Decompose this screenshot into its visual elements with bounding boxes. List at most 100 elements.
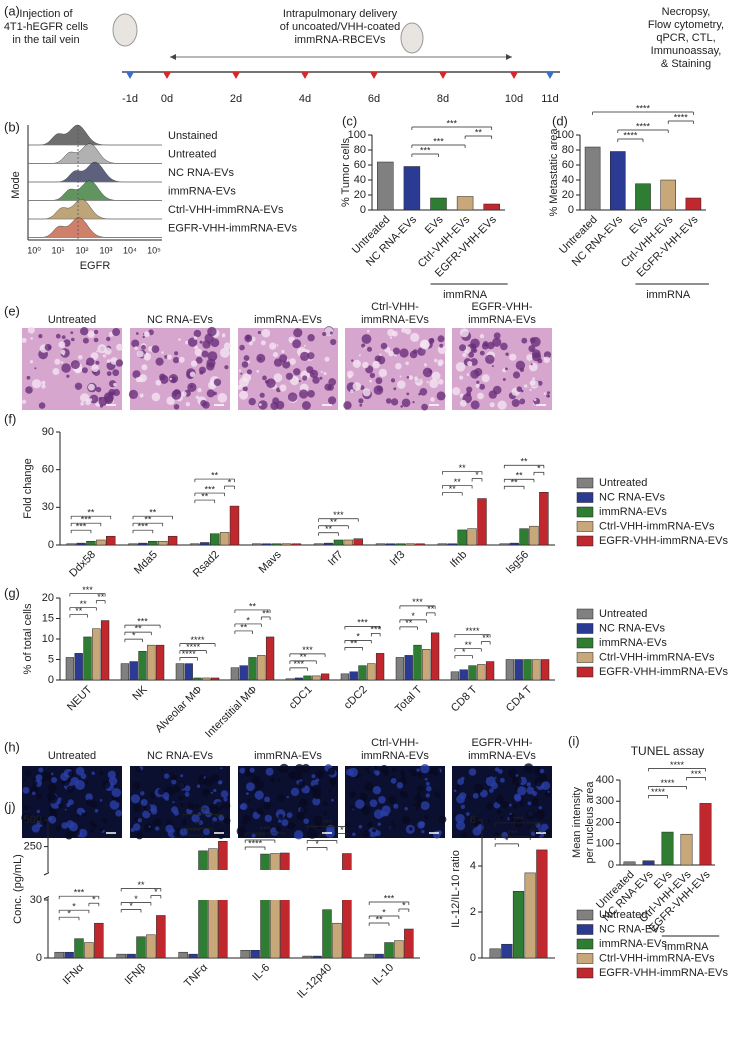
tissue-texture	[436, 391, 446, 401]
timeline-day: 10d	[505, 93, 523, 105]
tissue-texture	[241, 361, 249, 368]
tissue-texture	[395, 362, 402, 370]
tissue-texture	[276, 794, 285, 802]
timeline-day: -1d	[122, 93, 138, 105]
tissue-texture	[293, 830, 304, 840]
tissue-texture	[499, 815, 504, 820]
tissue-texture	[379, 353, 382, 356]
tissue-texture	[238, 369, 242, 372]
tissue-texture	[410, 770, 418, 777]
tissue-texture	[239, 390, 249, 400]
tissue-texture	[78, 828, 88, 838]
bar	[230, 667, 240, 681]
tissue-texture	[246, 782, 255, 792]
tissue-texture	[41, 380, 46, 385]
tissue-texture	[34, 367, 37, 370]
tissue-texture	[38, 334, 43, 339]
tissue-texture	[311, 784, 322, 795]
tissue-texture	[239, 804, 246, 810]
tissue-texture	[242, 386, 248, 392]
tissue-texture	[292, 339, 302, 349]
bar	[84, 942, 94, 959]
tissue-texture	[383, 770, 390, 777]
tissue-texture	[89, 394, 99, 404]
tissue-texture	[475, 383, 480, 388]
tissue-texture	[543, 356, 550, 363]
tissue-texture	[269, 342, 277, 350]
tissue-texture	[438, 379, 444, 385]
bar	[76, 542, 86, 546]
tissue-texture	[21, 812, 32, 823]
bar	[188, 953, 198, 959]
tissue-texture	[55, 333, 61, 339]
tissue-texture	[401, 815, 410, 825]
timeline-day: 0d	[161, 93, 173, 105]
tissue-texture	[247, 799, 251, 802]
image-label: Ctrl-VHH-	[371, 301, 419, 313]
tissue-texture	[356, 361, 360, 365]
bar	[178, 951, 188, 959]
tissue-texture	[439, 343, 444, 348]
tissue-texture	[401, 327, 407, 333]
bar	[94, 922, 104, 959]
tissue-texture	[435, 792, 442, 798]
tissue-texture	[397, 380, 406, 389]
tissue-texture	[224, 802, 231, 810]
y-tick-label: 40	[562, 174, 574, 186]
bar	[86, 540, 96, 546]
tissue-texture	[393, 333, 396, 336]
tissue-texture	[80, 327, 89, 336]
tissue-texture	[373, 765, 378, 771]
bar	[64, 951, 74, 959]
bar	[138, 542, 148, 546]
bar	[248, 657, 257, 681]
tissue-texture	[518, 801, 524, 807]
bar	[459, 669, 468, 681]
tissue-texture	[532, 791, 538, 796]
tissue-texture	[358, 354, 361, 357]
tissue-texture	[60, 349, 66, 355]
significance-label: **	[149, 508, 157, 518]
tissue-texture	[511, 775, 522, 786]
tissue-texture	[25, 386, 33, 394]
tissue-texture	[207, 351, 218, 362]
tissue-texture	[242, 373, 252, 383]
tissue-texture	[358, 398, 364, 404]
bar	[437, 543, 448, 546]
bar	[430, 197, 447, 211]
tissue-texture	[254, 790, 264, 800]
tissue-texture	[313, 815, 323, 826]
tissue-texture	[191, 814, 200, 823]
significance-label: ***	[76, 522, 87, 532]
tissue-texture	[23, 778, 26, 781]
significance-label: ***	[81, 515, 92, 525]
tissue-texture	[374, 355, 382, 363]
legend-label: immRNA-EVs	[599, 506, 667, 518]
bar	[280, 852, 290, 959]
tissue-texture	[189, 384, 193, 388]
image-label: immRNA-EVs	[361, 314, 429, 326]
significance-label: ***	[82, 585, 93, 595]
tissue-texture	[400, 405, 404, 408]
legend-swatch	[576, 967, 594, 979]
bar	[294, 677, 303, 681]
tissue-texture	[454, 813, 457, 816]
timeline-day: 6d	[368, 93, 380, 105]
tissue-texture	[258, 403, 262, 406]
legend-label: Ctrl-VHH-immRNA-EVs	[599, 651, 715, 663]
tissue-texture	[200, 399, 207, 407]
tissue-texture	[258, 400, 268, 410]
tissue-texture	[428, 338, 435, 344]
tissue-texture	[371, 831, 374, 835]
legend-swatch	[576, 477, 594, 489]
tissue-texture	[529, 388, 532, 392]
tissue-texture	[106, 359, 111, 363]
significance-label: *	[246, 615, 250, 625]
bar	[489, 948, 501, 959]
tissue-texture	[74, 382, 83, 390]
bar	[367, 663, 376, 681]
tissue-texture	[201, 789, 210, 797]
bar	[413, 644, 422, 681]
tissue-texture	[323, 810, 327, 814]
tissue-texture	[296, 812, 304, 820]
